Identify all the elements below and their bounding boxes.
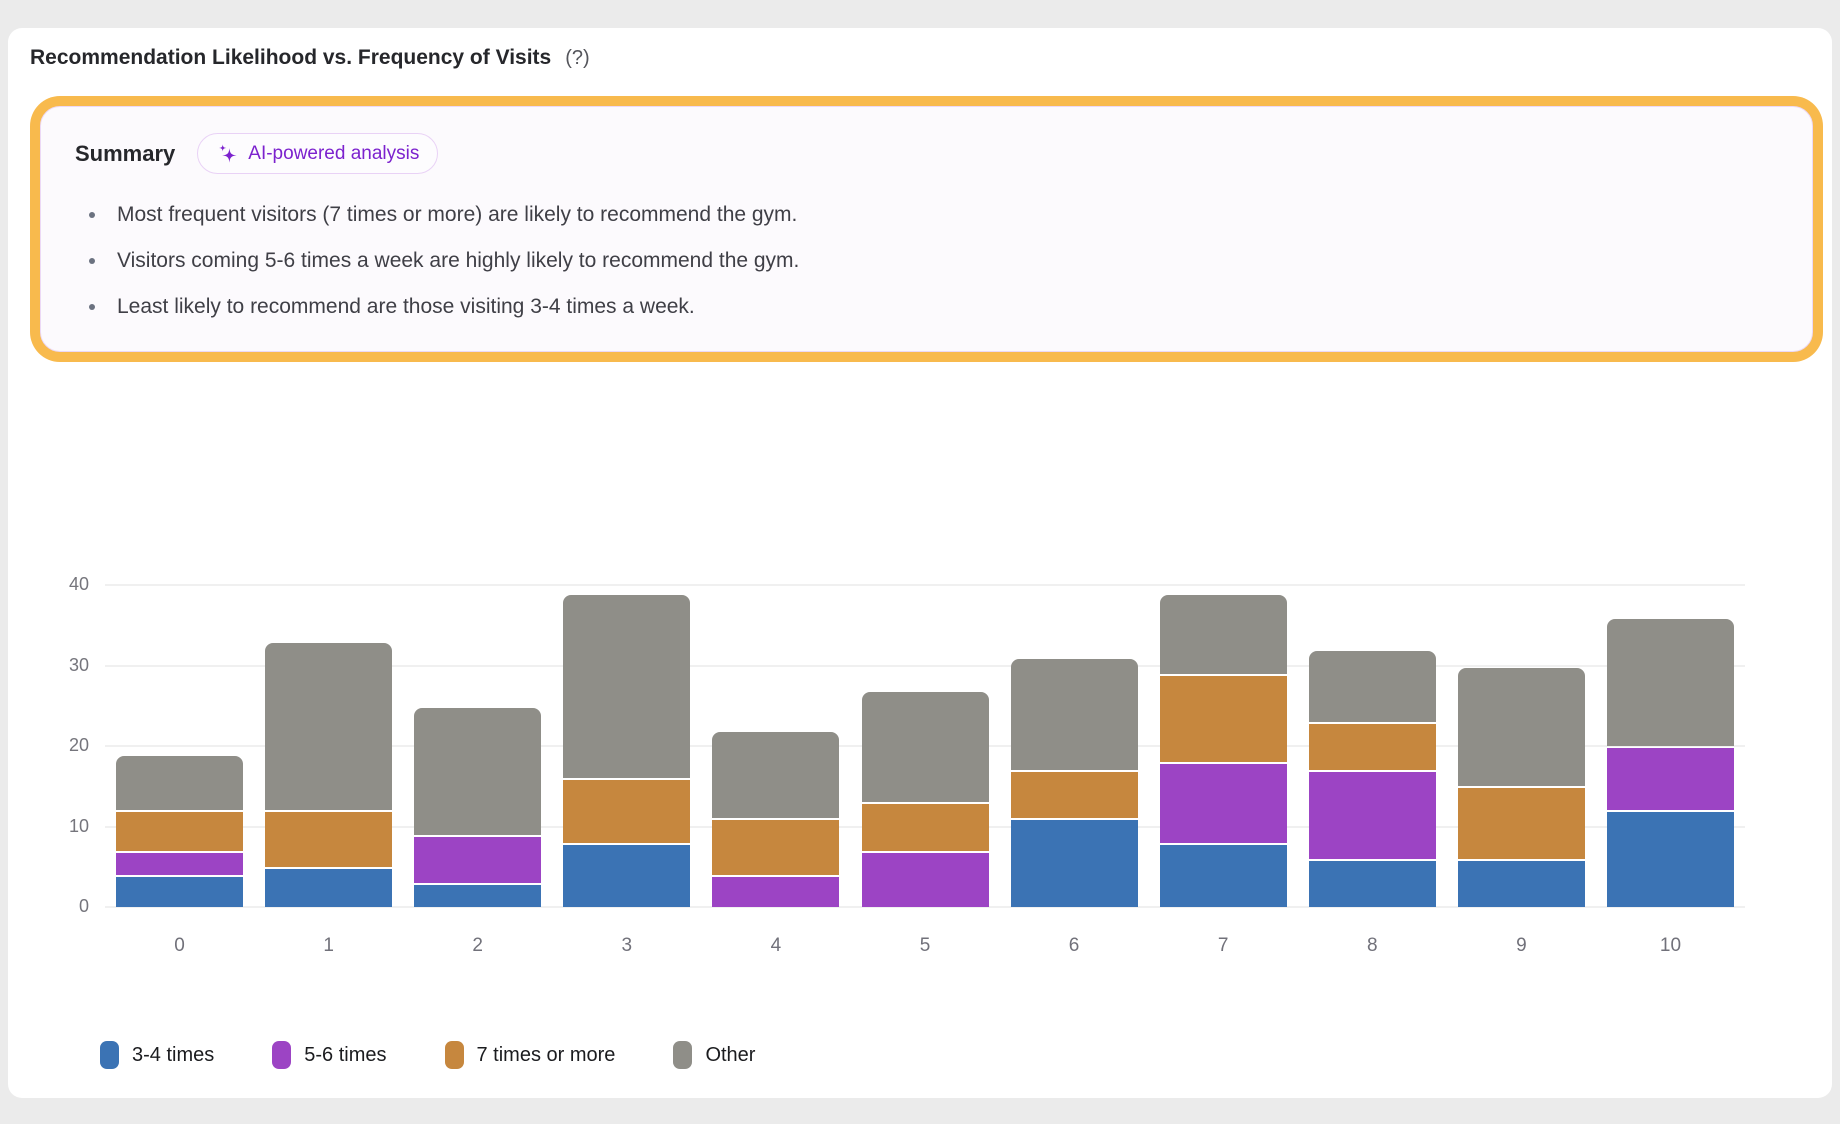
chart-legend: 3-4 times 5-6 times 7 times or more Other <box>100 1041 755 1069</box>
bar-segment[interactable] <box>1308 651 1436 722</box>
summary-header: Summary AI-powered analysis <box>75 133 1780 174</box>
bar-segment[interactable] <box>1159 675 1287 763</box>
legend-label: 3-4 times <box>132 1043 215 1066</box>
gridline-y-40 <box>105 584 1745 586</box>
bar-segment[interactable] <box>1159 764 1287 843</box>
page-title: Recommendation Likelihood vs. Frequency … <box>30 46 552 69</box>
y-axis-tick-label: 30 <box>68 654 89 675</box>
x-axis-tick-label: 2 <box>472 935 483 956</box>
bar-segment[interactable] <box>414 836 542 883</box>
plot-area: 0 10 20 30 40 0 1 2 3 4 5 6 7 8 9 10 <box>69 574 1745 956</box>
bar-segment[interactable] <box>712 876 840 907</box>
bar-segment[interactable] <box>1457 788 1585 859</box>
y-axis-tick-label: 10 <box>68 815 89 836</box>
bar-segment[interactable] <box>1159 595 1287 674</box>
x-axis-tick-label: 4 <box>770 935 782 956</box>
legend-swatch <box>673 1041 693 1069</box>
summary-box: Summary AI-powered analysis Most frequen… <box>30 96 1823 362</box>
bar-segment[interactable] <box>563 595 691 779</box>
bar-segment[interactable] <box>563 844 691 907</box>
bar-segment[interactable] <box>1010 772 1138 819</box>
bar-segment[interactable] <box>1606 619 1734 746</box>
bar-segment[interactable] <box>1159 844 1287 907</box>
legend-item[interactable]: 3-4 times <box>100 1041 214 1069</box>
card-header: Recommendation Likelihood vs. Frequency … <box>30 44 590 72</box>
bar-segment[interactable] <box>712 731 840 819</box>
bar-segment[interactable] <box>116 876 244 907</box>
bar-segment[interactable] <box>712 820 840 875</box>
x-axis-tick-label: 8 <box>1366 935 1378 956</box>
x-axis-tick-label: 10 <box>1659 935 1682 956</box>
legend-item[interactable]: Other <box>673 1041 755 1069</box>
bar-segment[interactable] <box>265 812 393 867</box>
x-axis-tick-label: 0 <box>174 935 185 956</box>
bar-segment[interactable] <box>1308 772 1436 859</box>
x-axis-tick-label: 5 <box>919 935 931 956</box>
bar-segment[interactable] <box>414 707 542 835</box>
legend-label: 7 times or more <box>476 1043 616 1066</box>
bar-segment[interactable] <box>116 852 244 875</box>
y-axis-tick-label: 0 <box>78 896 89 916</box>
summary-box-inner: Summary AI-powered analysis Most frequen… <box>40 106 1813 352</box>
legend-swatch <box>444 1041 464 1069</box>
legend-item[interactable]: 5-6 times <box>272 1041 387 1069</box>
legend-label: 5-6 times <box>304 1043 387 1066</box>
chart-card: Recommendation Likelihood vs. Frequency … <box>8 28 1832 1098</box>
x-axis-tick-label: 3 <box>621 935 633 956</box>
bar-segment[interactable] <box>861 804 989 851</box>
bar-segment[interactable] <box>1457 667 1585 787</box>
bar-segment[interactable] <box>861 852 989 907</box>
x-axis-tick-label: 7 <box>1217 935 1229 956</box>
legend-swatch <box>100 1041 119 1069</box>
summary-bullet: Most frequent visitors (7 times or more)… <box>89 202 1780 228</box>
legend-swatch <box>272 1041 292 1069</box>
help-hint[interactable]: (?) <box>565 47 590 69</box>
summary-heading: Summary <box>75 140 176 166</box>
y-axis-tick-label: 20 <box>68 735 89 755</box>
sparkles-icon <box>216 142 239 165</box>
summary-bullet: Least likely to recommend are those visi… <box>89 294 1780 320</box>
ai-analysis-badge-label: AI-powered analysis <box>248 142 420 164</box>
bar-segment[interactable] <box>1010 820 1138 907</box>
bar-segment[interactable] <box>861 691 989 803</box>
bar-segment[interactable] <box>1457 860 1585 907</box>
legend-label: Other <box>705 1043 756 1066</box>
bar-segment[interactable] <box>265 868 393 907</box>
bar-segment[interactable] <box>1308 723 1436 771</box>
gridline-y-30 <box>105 664 1745 667</box>
bar-segment[interactable] <box>1010 659 1138 771</box>
gridline-y-0 <box>105 906 1745 908</box>
x-axis-tick-label: 1 <box>323 935 334 956</box>
x-axis-tick-label: 6 <box>1068 935 1080 956</box>
summary-bullet-list: Most frequent visitors (7 times or more)… <box>73 202 1780 320</box>
bar-segment[interactable] <box>116 756 244 811</box>
x-axis-tick-label: 9 <box>1516 935 1527 956</box>
bar-segment[interactable] <box>414 884 542 907</box>
ai-analysis-badge: AI-powered analysis <box>197 133 439 174</box>
bar-segment[interactable] <box>116 812 244 851</box>
y-axis-tick-label: 40 <box>68 574 89 594</box>
legend-item[interactable]: 7 times or more <box>444 1041 616 1069</box>
bar-segment[interactable] <box>1606 748 1734 811</box>
bar-segment[interactable] <box>1606 812 1734 907</box>
bar-segment[interactable] <box>563 780 691 843</box>
bar-segment[interactable] <box>265 643 393 811</box>
summary-bullet: Visitors coming 5-6 times a week are hig… <box>89 248 1780 274</box>
bar-segment[interactable] <box>1308 860 1436 907</box>
